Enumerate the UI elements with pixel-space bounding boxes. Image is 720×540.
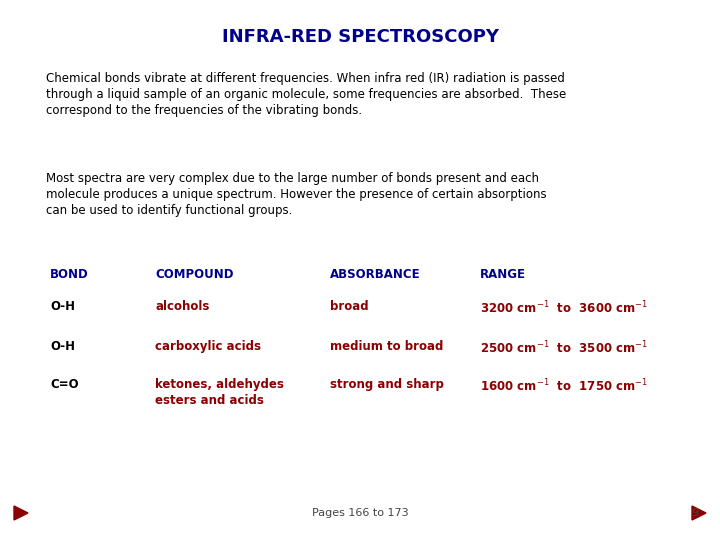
- Text: medium to broad: medium to broad: [330, 340, 444, 353]
- Polygon shape: [692, 506, 706, 520]
- Text: BOND: BOND: [50, 268, 89, 281]
- Text: 3200 cm$^{-1}$  to  3600 cm$^{-1}$: 3200 cm$^{-1}$ to 3600 cm$^{-1}$: [480, 300, 648, 316]
- Text: 1600 cm$^{-1}$  to  1750 cm$^{-1}$: 1600 cm$^{-1}$ to 1750 cm$^{-1}$: [480, 378, 648, 395]
- Text: C=O: C=O: [50, 378, 78, 391]
- Text: ABSORBANCE: ABSORBANCE: [330, 268, 420, 281]
- Text: through a liquid sample of an organic molecule, some frequencies are absorbed.  : through a liquid sample of an organic mo…: [46, 88, 566, 101]
- Text: INFRA-RED SPECTROSCOPY: INFRA-RED SPECTROSCOPY: [222, 28, 498, 46]
- Text: O-H: O-H: [50, 340, 75, 353]
- Text: strong and sharp: strong and sharp: [330, 378, 444, 391]
- Text: carboxylic acids: carboxylic acids: [155, 340, 261, 353]
- Text: RANGE: RANGE: [480, 268, 526, 281]
- Polygon shape: [14, 506, 28, 520]
- Text: broad: broad: [330, 300, 369, 313]
- Text: alcohols: alcohols: [155, 300, 210, 313]
- Text: 9: 9: [691, 508, 698, 518]
- Text: molecule produces a unique spectrum. However the presence of certain absorptions: molecule produces a unique spectrum. How…: [46, 188, 546, 201]
- Text: O-H: O-H: [50, 300, 75, 313]
- Text: 2500 cm$^{-1}$  to  3500 cm$^{-1}$: 2500 cm$^{-1}$ to 3500 cm$^{-1}$: [480, 340, 648, 356]
- Text: can be used to identify functional groups.: can be used to identify functional group…: [46, 204, 292, 217]
- Text: correspond to the frequencies of the vibrating bonds.: correspond to the frequencies of the vib…: [46, 104, 362, 117]
- Text: esters and acids: esters and acids: [155, 394, 264, 407]
- Text: Pages 166 to 173: Pages 166 to 173: [312, 508, 408, 518]
- Text: Chemical bonds vibrate at different frequencies. When infra red (IR) radiation i: Chemical bonds vibrate at different freq…: [46, 72, 565, 85]
- Text: COMPOUND: COMPOUND: [155, 268, 233, 281]
- Text: Most spectra are very complex due to the large number of bonds present and each: Most spectra are very complex due to the…: [46, 172, 539, 185]
- Text: ketones, aldehydes: ketones, aldehydes: [155, 378, 284, 391]
